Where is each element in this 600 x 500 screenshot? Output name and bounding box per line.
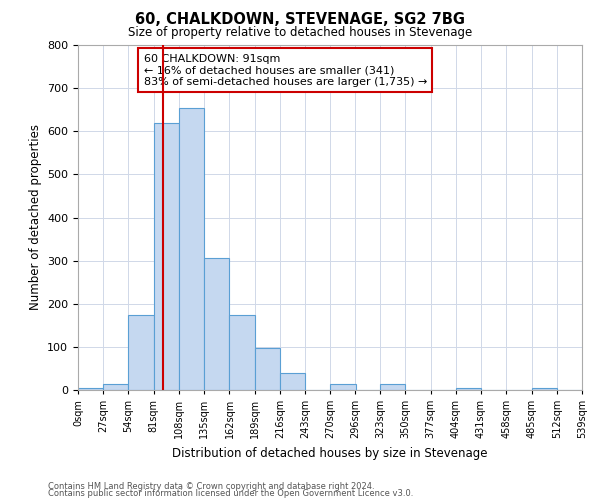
Bar <box>280 373 305 390</box>
Text: Contains HM Land Registry data © Crown copyright and database right 2024.: Contains HM Land Registry data © Crown c… <box>48 482 374 491</box>
Bar <box>532 388 557 390</box>
X-axis label: Distribution of detached houses by size in Stevenage: Distribution of detached houses by size … <box>172 446 488 460</box>
Bar <box>380 384 405 390</box>
Bar <box>204 258 229 390</box>
Y-axis label: Number of detached properties: Number of detached properties <box>29 124 41 310</box>
Text: 60 CHALKDOWN: 91sqm
← 16% of detached houses are smaller (341)
83% of semi-detac: 60 CHALKDOWN: 91sqm ← 16% of detached ho… <box>143 54 427 87</box>
Bar <box>103 384 128 390</box>
Bar <box>456 388 481 390</box>
Text: 60, CHALKDOWN, STEVENAGE, SG2 7BG: 60, CHALKDOWN, STEVENAGE, SG2 7BG <box>135 12 465 28</box>
Bar <box>229 314 255 390</box>
Bar <box>331 384 356 390</box>
Bar <box>179 108 204 390</box>
Bar <box>154 122 179 390</box>
Bar <box>255 348 280 390</box>
Text: Contains public sector information licensed under the Open Government Licence v3: Contains public sector information licen… <box>48 489 413 498</box>
Bar <box>78 388 103 390</box>
Text: Size of property relative to detached houses in Stevenage: Size of property relative to detached ho… <box>128 26 472 39</box>
Bar <box>128 314 154 390</box>
